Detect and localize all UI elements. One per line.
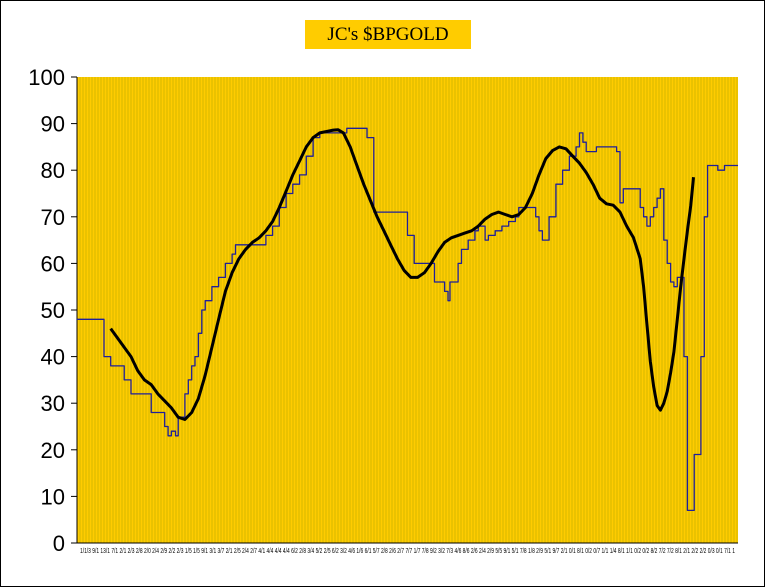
y-tick-label: 0	[53, 531, 65, 556]
chart-title: JC's $BPGOLD	[305, 20, 471, 49]
series-lines	[77, 127, 738, 512]
y-tick-label: 100	[28, 65, 65, 90]
y-axis: 0 10 20 30 40 50 60 70 80 90 100	[28, 65, 738, 556]
x-tick-labels: 1/1/3 9/1 13/1 7/1 2/1 2/3 2/8 2/0 2/4 2…	[80, 548, 735, 555]
y-tick-label: 50	[41, 298, 65, 323]
y-tick-label: 70	[41, 205, 65, 230]
y-tick-label: 30	[41, 391, 65, 416]
y-tick-label: 90	[41, 112, 65, 137]
y-tick-label: 60	[41, 251, 65, 276]
smoothed-line	[109, 128, 695, 421]
raw-line	[77, 127, 738, 512]
y-tick-label: 40	[41, 345, 65, 370]
y-tick-label: 80	[41, 158, 65, 183]
y-tick-label: 20	[41, 438, 65, 463]
y-tick-label: 10	[41, 484, 65, 509]
